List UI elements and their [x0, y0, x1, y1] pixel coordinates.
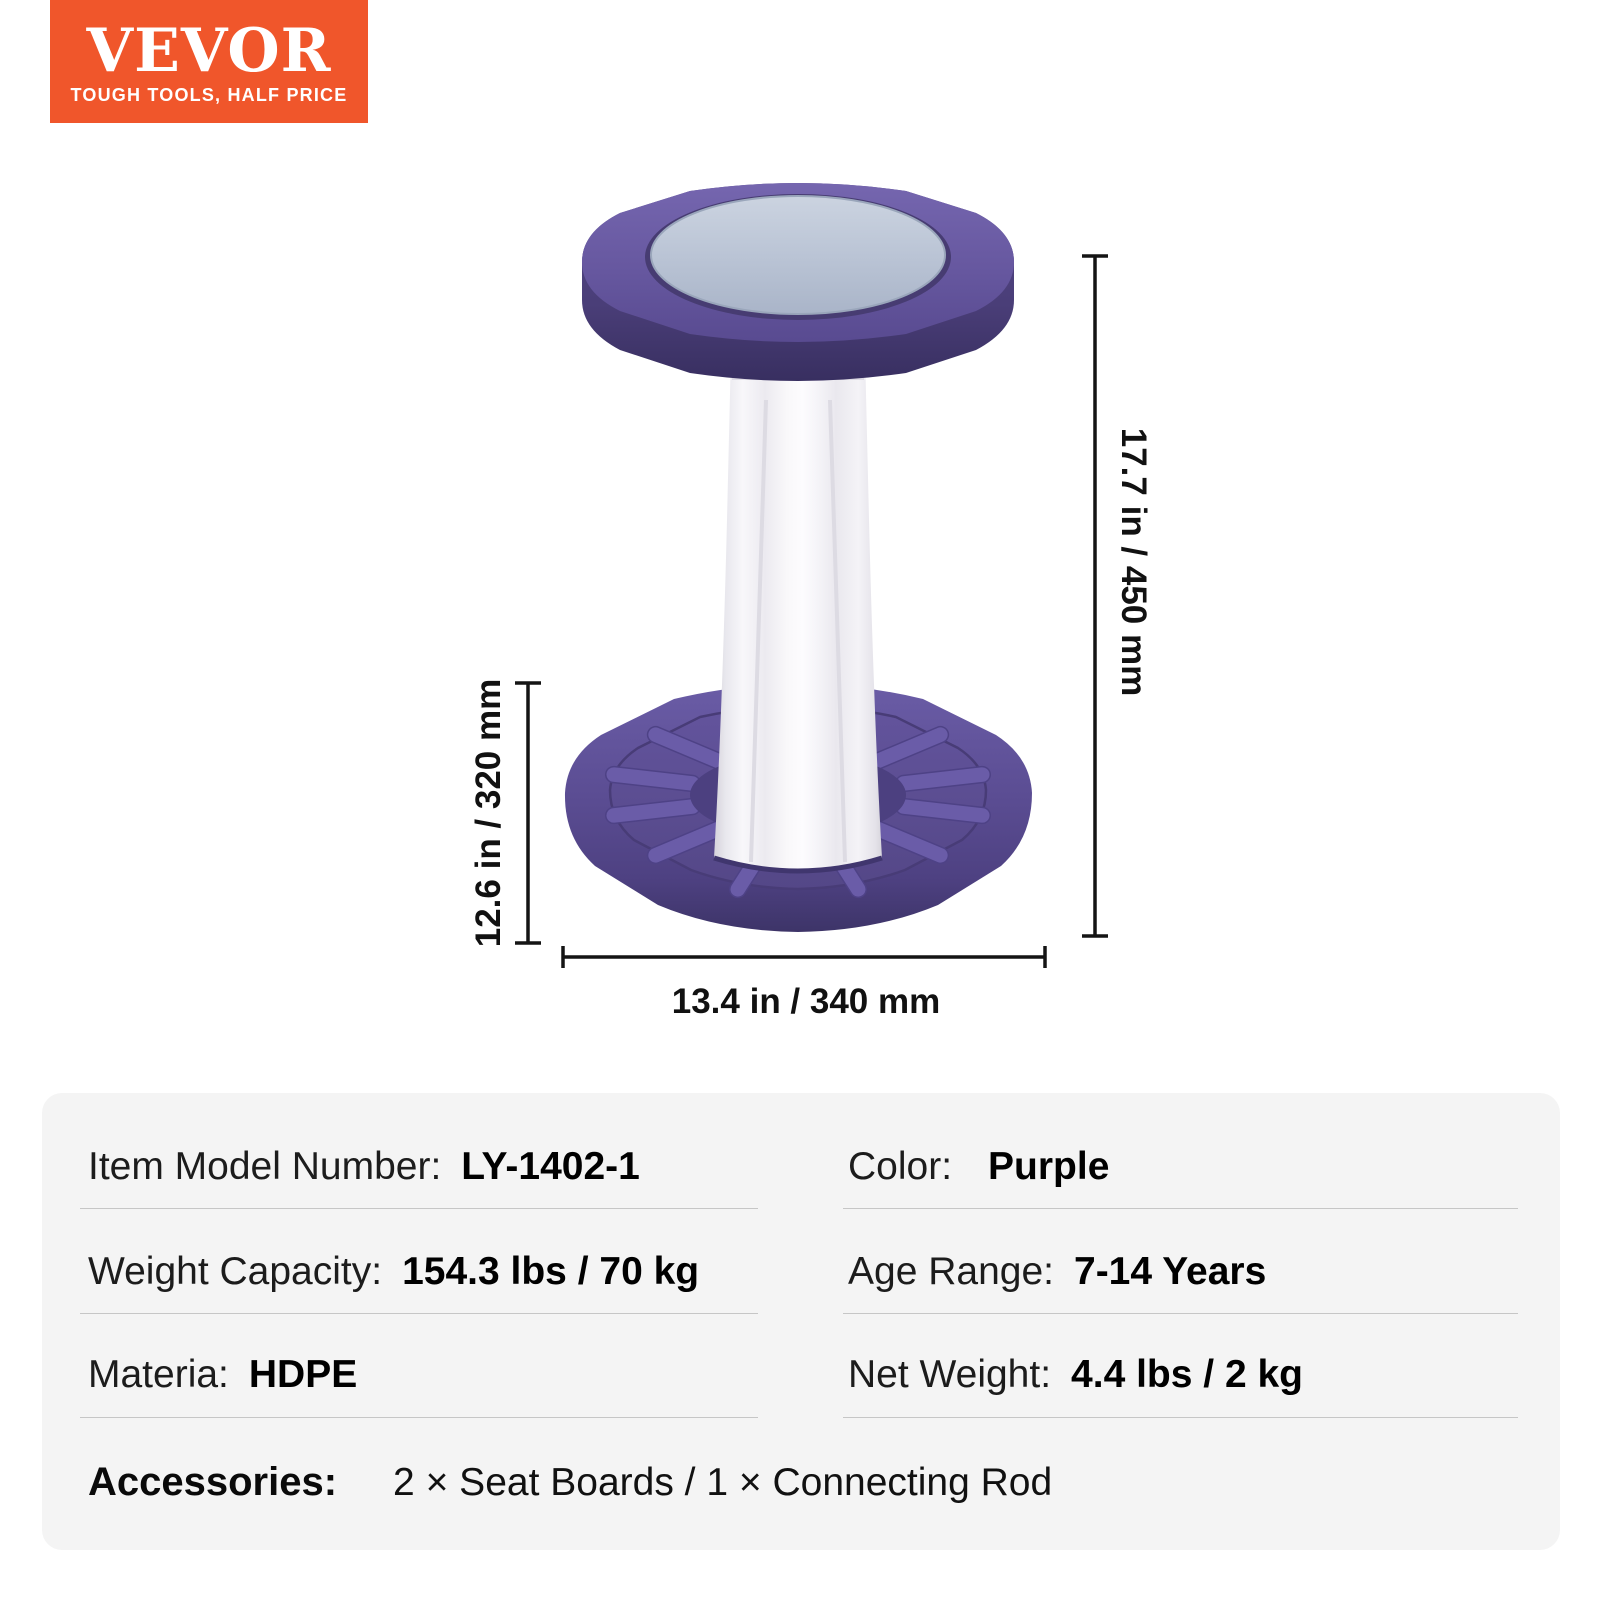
spec-label: Age Range:: [848, 1250, 1054, 1293]
spec-value: 154.3 lbs / 70 kg: [402, 1250, 700, 1293]
stool-seat: [582, 183, 1014, 381]
height-dim-line: [1082, 254, 1108, 938]
width-dim-line: [561, 946, 1047, 968]
height-dim-label: 17.7 in / 450 mm: [1114, 427, 1153, 697]
spec-divider: [843, 1417, 1518, 1418]
spec-panel: Item Model Number: LY-1402-1 Weight Capac…: [42, 1093, 1560, 1550]
spec-value: HDPE: [248, 1353, 358, 1396]
brand-logo: VEVOR TOUGH TOOLS, HALF PRICE: [50, 0, 368, 123]
spec-row-age-range: Age Range: 7-14 Years: [848, 1248, 1266, 1296]
spec-row-accessories: Accessories: 2 × Seat Boards / 1 × Connec…: [88, 1456, 1052, 1508]
spec-divider: [80, 1417, 758, 1418]
dimension-lines: [515, 254, 1108, 968]
spec-value: Purple: [988, 1145, 1110, 1188]
spec-divider: [843, 1313, 1518, 1314]
base-height-dim-label: 12.6 in / 320 mm: [469, 678, 508, 948]
base-hole-rim: [713, 855, 883, 874]
brand-name: VEVOR: [86, 15, 332, 86]
spec-row-color: Color: Purple: [848, 1143, 1109, 1191]
spec-row-material: Materia: HDPE: [88, 1351, 357, 1399]
spec-divider: [843, 1208, 1518, 1209]
spec-label: Item Model Number:: [88, 1145, 442, 1188]
spec-label: Color:: [848, 1145, 953, 1188]
base-height-dim-line: [515, 681, 541, 945]
width-dim-label: 13.4 in / 340 mm: [671, 982, 941, 1021]
spec-label: Weight Capacity:: [88, 1250, 383, 1293]
spec-row-model: Item Model Number: LY-1402-1: [88, 1143, 640, 1191]
brand-tagline: TOUGH TOOLS, HALF PRICE: [70, 84, 348, 105]
spec-value: 2 × Seat Boards / 1 × Connecting Rod: [393, 1461, 1053, 1504]
spec-value: 4.4 lbs / 2 kg: [1071, 1353, 1303, 1396]
spec-label: Materia:: [88, 1353, 229, 1396]
spec-value: LY-1402-1: [461, 1145, 640, 1188]
seat-insert: [650, 195, 946, 315]
spec-row-net-weight: Net Weight: 4.4 lbs / 2 kg: [848, 1351, 1303, 1399]
spec-divider: [80, 1208, 758, 1209]
spec-value: 7-14 Years: [1074, 1250, 1267, 1293]
spec-label: Accessories:: [88, 1460, 338, 1504]
spec-row-weight-capacity: Weight Capacity: 154.3 lbs / 70 kg: [88, 1248, 699, 1296]
spec-divider: [80, 1313, 758, 1314]
stool-column: [713, 352, 883, 874]
stool-figure: [515, 183, 1108, 968]
spec-label: Net Weight:: [848, 1353, 1052, 1396]
